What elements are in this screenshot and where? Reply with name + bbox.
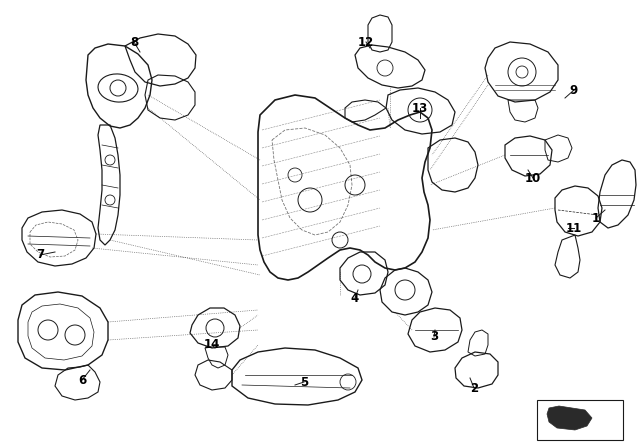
Text: 5: 5 bbox=[300, 375, 308, 388]
Text: 10: 10 bbox=[525, 172, 541, 185]
Text: 2: 2 bbox=[470, 382, 478, 395]
Text: 3: 3 bbox=[430, 331, 438, 344]
Text: 1: 1 bbox=[592, 211, 600, 224]
Text: 14: 14 bbox=[204, 339, 220, 352]
Polygon shape bbox=[547, 406, 592, 430]
Text: 9: 9 bbox=[570, 83, 578, 96]
Text: 12: 12 bbox=[358, 35, 374, 48]
Text: 13: 13 bbox=[412, 102, 428, 115]
Text: 7: 7 bbox=[36, 249, 44, 262]
Text: 4: 4 bbox=[351, 292, 359, 305]
Text: 6: 6 bbox=[78, 374, 86, 387]
Bar bbox=[537, 400, 623, 440]
Text: 11: 11 bbox=[566, 221, 582, 234]
Text: 8: 8 bbox=[130, 35, 138, 48]
